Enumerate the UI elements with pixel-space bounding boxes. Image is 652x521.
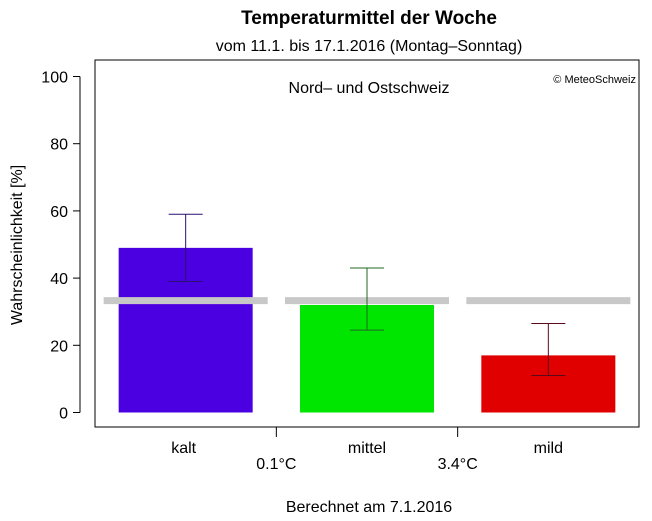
- x-axis: kalt mittel mild 0.1°C 3.4°C: [171, 427, 563, 473]
- y-tick-label: 60: [50, 204, 68, 221]
- x-category-label: mittel: [348, 440, 386, 457]
- y-tick-label: 40: [50, 271, 68, 288]
- y-tick-label: 20: [50, 338, 68, 355]
- error-bars: [168, 213, 566, 377]
- y-axis-label: Wahrscheinlichkeit [%]: [9, 165, 26, 325]
- footer-label: Berechnet am 7.1.2016: [286, 499, 452, 516]
- x-category-label: kalt: [171, 440, 196, 457]
- y-axis: 0 20 40 60 80 100: [41, 70, 81, 423]
- copyright-label: © MeteoSchweiz: [553, 74, 636, 86]
- threshold-label: 0.1°C: [256, 456, 296, 473]
- region-label: Nord– und Ostschweiz: [289, 80, 450, 97]
- chart-title: Temperaturmittel der Woche: [241, 8, 497, 29]
- y-tick-label: 100: [41, 70, 68, 87]
- threshold-label: 3.4°C: [438, 456, 478, 473]
- y-tick-label: 80: [50, 137, 68, 154]
- y-tick-label: 0: [59, 406, 68, 423]
- x-category-label: mild: [534, 440, 563, 457]
- chart-subtitle: vom 11.1. bis 17.1.2016 (Montag–Sonntag): [216, 38, 523, 55]
- plot-frame: [94, 59, 640, 428]
